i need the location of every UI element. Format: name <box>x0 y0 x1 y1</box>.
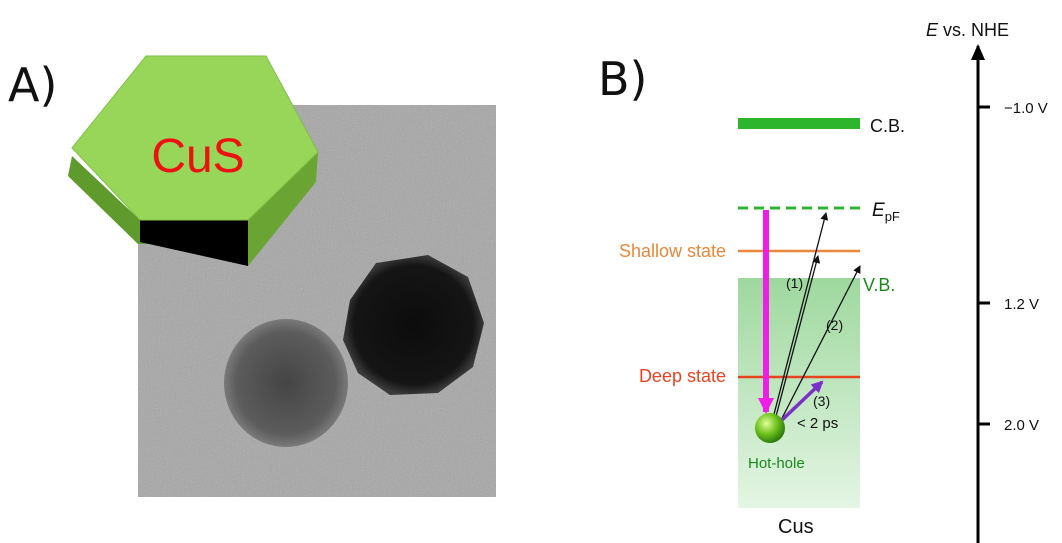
hexagon-label: CuS <box>151 130 244 183</box>
hot-hole-sphere <box>755 413 785 443</box>
tick-label-3: 2.0 V <box>1004 417 1039 434</box>
hexagon-top <box>71 55 319 221</box>
fermi-level-label: EpF <box>872 200 900 224</box>
hexagon-front-side <box>140 220 248 266</box>
cus-hexagon-icon: CuS <box>68 55 319 266</box>
hexagon-right-side <box>248 152 318 266</box>
transition-1-arrow-a <box>771 212 829 423</box>
shallow-state-label: Shallow state <box>619 241 726 261</box>
transition-1-arrow-b <box>773 255 821 425</box>
transition-3-arrow <box>780 380 824 422</box>
panel-a-label: A) <box>8 58 58 112</box>
vb-label: V.B. <box>863 275 895 295</box>
energy-diagram: C.B. EpF Shallow state V.B. Deep state (… <box>619 20 1048 543</box>
panel-b-label: B) <box>598 52 648 106</box>
nanoparticle-large <box>343 255 484 395</box>
material-label: Cus <box>778 516 814 538</box>
tick-label-2: 1.2 V <box>1004 296 1039 313</box>
conduction-band-bar <box>738 118 860 129</box>
time-label: < 2 ps <box>797 415 838 432</box>
transition-2-arrow <box>777 265 861 427</box>
transition-3-label: (3) <box>813 393 830 409</box>
nanoparticle-small <box>224 319 348 447</box>
cb-label: C.B. <box>870 116 905 136</box>
axis-title-text: vs. NHE <box>938 20 1009 40</box>
hot-hole-label: Hot-hole <box>748 455 805 472</box>
axis-title-symbol: E <box>926 20 939 40</box>
transition-1-label: (1) <box>786 275 803 291</box>
fermi-level-subscript: pF <box>885 209 900 224</box>
axis-title: E vs. NHE <box>926 20 1009 40</box>
fermi-level-symbol: E <box>872 200 885 221</box>
deep-state-label: Deep state <box>639 366 726 386</box>
tick-label-1: −1.0 V <box>1004 100 1048 117</box>
transition-2-label: (2) <box>826 317 843 333</box>
valence-band-region <box>738 278 860 508</box>
